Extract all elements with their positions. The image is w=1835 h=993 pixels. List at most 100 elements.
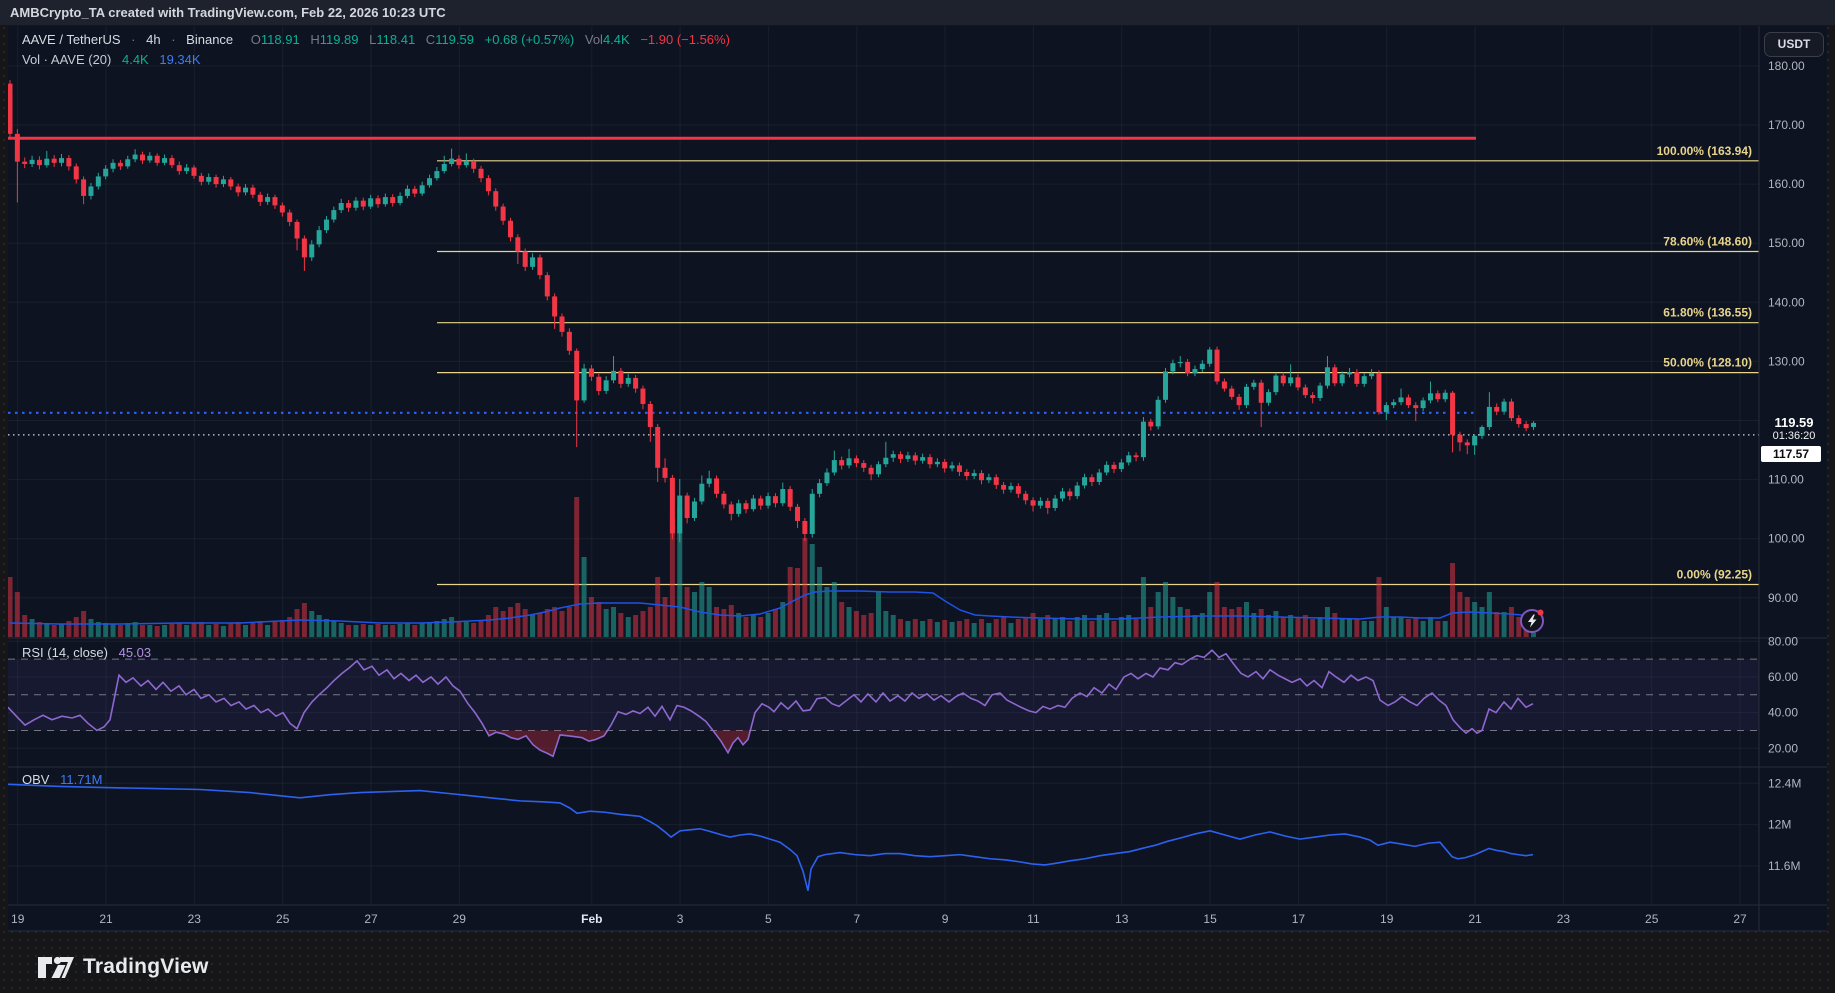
volume-bar [1317, 617, 1323, 637]
candle [235, 186, 241, 193]
volume-bar [323, 619, 329, 637]
candle [500, 206, 506, 221]
candle [706, 478, 712, 484]
volume-bar [1185, 609, 1191, 637]
interval-label[interactable]: 4h [146, 32, 161, 47]
candle [522, 251, 528, 267]
candle [971, 473, 977, 477]
volume-bar [942, 620, 948, 637]
volume-value: 4.4K [602, 32, 630, 47]
candle [736, 503, 742, 514]
volume-bar [699, 582, 705, 637]
volume-bar [979, 619, 985, 637]
pane-dividers[interactable] [8, 26, 1827, 932]
candle [890, 454, 896, 458]
axis-label: 27 [364, 912, 378, 926]
volume-bar [824, 587, 830, 637]
volume-bar [669, 517, 675, 637]
volume-indicator-name[interactable]: Vol · AAVE (20) [22, 52, 112, 67]
volume-bar [633, 615, 639, 637]
volume-bar [139, 625, 145, 637]
candle [684, 495, 690, 519]
volume-bar [191, 623, 197, 637]
candle [44, 158, 50, 166]
candle [1398, 397, 1404, 403]
volume-bar [1391, 617, 1397, 637]
volume-bar [287, 617, 293, 637]
candle [979, 473, 985, 481]
volume-bar [581, 557, 587, 637]
volume-bar [1332, 613, 1338, 637]
candle [1273, 375, 1279, 393]
volume-bar [927, 619, 933, 637]
tradingview-wordmark[interactable]: TradingView [83, 955, 209, 978]
axis-label: 9 [942, 912, 949, 926]
volume-bar [22, 615, 28, 637]
candle [1486, 406, 1492, 428]
candle [699, 483, 705, 502]
candle [868, 467, 874, 475]
volume-bar [427, 622, 433, 637]
volume-bar [184, 625, 190, 637]
open-label: O [250, 32, 261, 47]
volume-bar [647, 607, 653, 637]
volume-bar [618, 613, 624, 637]
candle [1494, 406, 1500, 412]
volume-bar [949, 622, 955, 637]
volume-bar [1082, 615, 1088, 637]
candle [1133, 455, 1139, 458]
obv-legend[interactable]: OBV 11.71M [22, 772, 103, 787]
rsi-oversold-fill [713, 730, 751, 753]
candle [14, 133, 20, 162]
volume-bar [117, 625, 123, 637]
volume-bar [1435, 621, 1441, 637]
candle [1111, 464, 1117, 469]
volume-bar [993, 619, 999, 637]
obv-name[interactable]: OBV [22, 772, 50, 787]
candle [1501, 401, 1507, 412]
rsi-name[interactable]: RSI (14, close) [22, 645, 108, 660]
rsi-legend[interactable]: RSI (14, close) 45.03 [22, 645, 151, 660]
candle [853, 458, 859, 464]
candle [964, 471, 970, 477]
candle [1383, 405, 1389, 413]
flash-refresh-icon[interactable] [1519, 607, 1546, 634]
candle [743, 503, 749, 510]
candle [669, 477, 675, 534]
candle [1148, 421, 1154, 427]
candle [1479, 427, 1485, 436]
currency-toggle-button[interactable]: USDT [1764, 32, 1824, 57]
tradingview-logo-icon[interactable] [38, 954, 74, 981]
volume-indicator-legend[interactable]: Vol · AAVE (20) 4.4K 19.34K [22, 52, 201, 67]
high-label: H [310, 32, 320, 47]
candle [1023, 493, 1029, 501]
axis-label: 29 [453, 912, 467, 926]
candle [544, 275, 550, 297]
candle [1354, 372, 1360, 384]
volume-bar [1531, 632, 1537, 637]
volume-bar [235, 622, 241, 637]
volume-bar [1096, 615, 1102, 637]
candle [611, 370, 617, 381]
volume-bar [1045, 615, 1051, 637]
candle [625, 377, 631, 384]
candle [1104, 464, 1110, 473]
volume-current: 4.4K [121, 52, 149, 67]
volume-bar [515, 603, 521, 637]
symbol-name[interactable]: AAVE / TetherUS [22, 32, 121, 47]
candle [132, 154, 138, 160]
low-label: L [369, 32, 377, 47]
volume-bar [691, 592, 697, 637]
rsi-line [8, 649, 1534, 758]
symbol-legend[interactable]: AAVE / TetherUS · 4h · Binance O118.91 H… [22, 32, 730, 47]
candle [640, 388, 646, 404]
volume-bar [1140, 577, 1146, 637]
candle [839, 460, 845, 466]
price-axis[interactable]: 180.00170.00160.00150.00140.00130.00110.… [11, 59, 1805, 926]
volume-bar [809, 544, 815, 637]
volume-bar [412, 625, 418, 637]
volume-bar [1324, 607, 1330, 637]
volume-bar [1516, 617, 1522, 637]
candle [441, 164, 447, 172]
